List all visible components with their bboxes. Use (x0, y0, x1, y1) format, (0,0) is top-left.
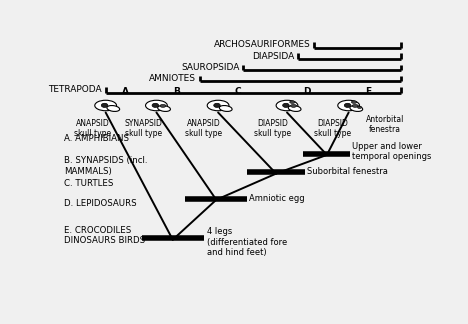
Text: A: A (122, 87, 129, 96)
Ellipse shape (276, 100, 298, 111)
Text: D. LEPIDOSAURS: D. LEPIDOSAURS (64, 199, 137, 208)
Ellipse shape (158, 106, 170, 111)
Ellipse shape (283, 103, 289, 107)
Text: SYNAPSID
skull type: SYNAPSID skull type (125, 119, 163, 138)
Ellipse shape (290, 101, 295, 103)
Text: Antorbital
fenestra: Antorbital fenestra (366, 115, 404, 134)
Text: DIAPSIDA: DIAPSIDA (252, 52, 294, 61)
Text: C: C (235, 87, 241, 96)
Text: SAUROPSIDA: SAUROPSIDA (182, 63, 240, 72)
Text: Upper and lower
temporal openings: Upper and lower temporal openings (352, 142, 431, 161)
Ellipse shape (146, 100, 168, 111)
Ellipse shape (152, 103, 159, 107)
Ellipse shape (207, 100, 229, 111)
Text: ANAPSID
skull type: ANAPSID skull type (74, 119, 111, 138)
Text: Suborbital fenestra: Suborbital fenestra (307, 167, 388, 176)
Text: ANAPSID
skull type: ANAPSID skull type (185, 119, 222, 138)
Text: E: E (366, 87, 372, 96)
Ellipse shape (358, 106, 362, 109)
Ellipse shape (214, 103, 220, 107)
Ellipse shape (219, 106, 232, 111)
Text: AMNIOTES: AMNIOTES (149, 74, 197, 83)
Ellipse shape (288, 106, 301, 111)
Ellipse shape (338, 100, 359, 111)
Text: A. AMPHIBIANS: A. AMPHIBIANS (64, 134, 129, 143)
Text: ARCHOSAURIFORMES: ARCHOSAURIFORMES (214, 40, 311, 49)
Ellipse shape (107, 106, 120, 111)
Text: DIAPSID
skull type: DIAPSID skull type (314, 119, 351, 138)
Ellipse shape (101, 103, 108, 107)
Text: Amniotic egg: Amniotic egg (249, 193, 305, 202)
Ellipse shape (351, 101, 357, 103)
Text: B. SYNAPSIDS (incl.
MAMMALS): B. SYNAPSIDS (incl. MAMMALS) (64, 156, 147, 176)
Ellipse shape (344, 103, 351, 107)
Text: DIAPSID
skull type: DIAPSID skull type (254, 119, 291, 138)
Ellipse shape (350, 106, 363, 111)
Text: B: B (173, 87, 180, 96)
Text: D: D (303, 87, 311, 96)
Text: E. CROCODILES
DINOSAURS BIRDS: E. CROCODILES DINOSAURS BIRDS (64, 226, 145, 245)
Ellipse shape (291, 104, 297, 107)
Ellipse shape (352, 104, 358, 107)
Ellipse shape (160, 104, 166, 107)
Text: TETRAPODA: TETRAPODA (48, 85, 102, 94)
Text: C. TURTLES: C. TURTLES (64, 179, 113, 188)
Text: 4 legs
(differentiated fore
and hind feet): 4 legs (differentiated fore and hind fee… (207, 227, 287, 257)
Ellipse shape (95, 100, 117, 111)
